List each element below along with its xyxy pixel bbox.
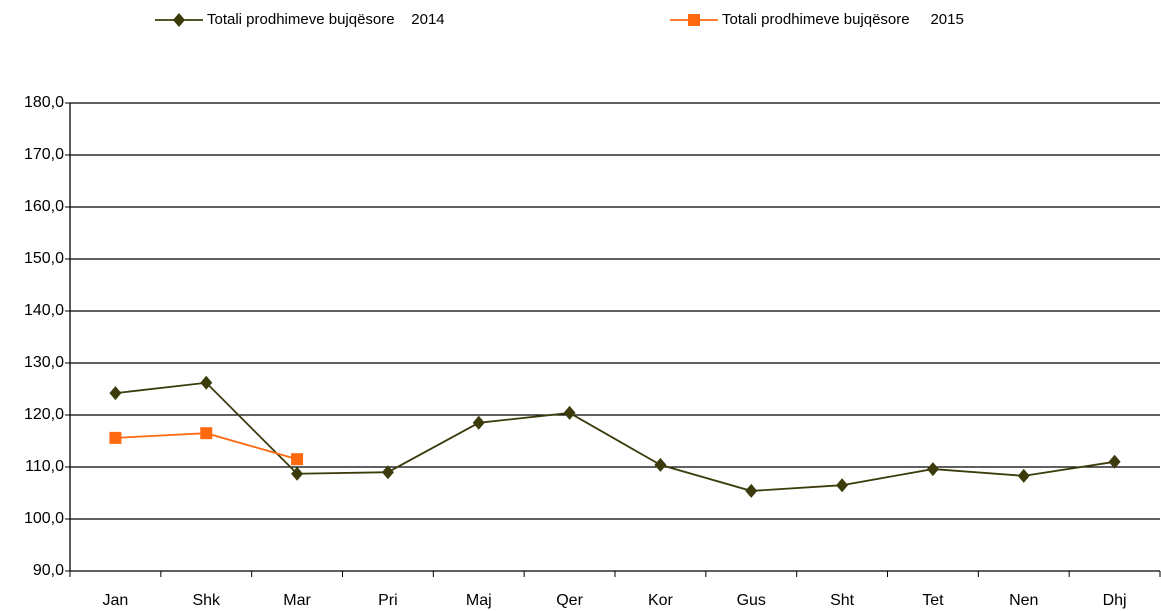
x-tick-label: Dhj (1103, 592, 1127, 609)
data-point (745, 483, 758, 498)
y-tick-label: 110,0 (25, 458, 64, 475)
y-tick-label: 170,0 (24, 146, 64, 163)
legend-marker (688, 14, 700, 26)
x-tick-label: Nen (1009, 592, 1038, 609)
data-point (926, 462, 939, 477)
y-tick-label: 120,0 (24, 406, 64, 423)
y-tick-label: 150,0 (24, 250, 64, 267)
series-line (115, 381, 1115, 492)
data-point (654, 457, 667, 472)
y-tick-label: 140,0 (24, 302, 64, 319)
y-tick-label: 160,0 (24, 198, 64, 215)
x-tick-label: Sht (830, 592, 855, 609)
x-tick-label: Gus (737, 592, 766, 609)
y-tick-label: 180,0 (24, 94, 64, 111)
x-tick-label: Jan (103, 592, 129, 609)
data-point (472, 415, 485, 430)
data-point (200, 427, 213, 440)
data-point (563, 405, 576, 420)
data-point (1108, 454, 1121, 469)
data-point (109, 386, 122, 401)
x-tick-label: Maj (466, 592, 492, 609)
data-point (291, 466, 304, 481)
x-tick-label: Tet (922, 592, 944, 609)
y-tick-label: 100,0 (24, 510, 64, 527)
data-point (109, 431, 122, 444)
x-tick-label: Qer (556, 592, 583, 609)
x-tick-label: Kor (648, 592, 674, 609)
legend-label: Totali prodhimeve bujqësore 2014 (207, 11, 445, 28)
x-tick-label: Pri (378, 592, 398, 609)
data-point (381, 465, 394, 480)
data-point (200, 375, 213, 390)
y-tick-label: 90,0 (33, 562, 64, 579)
data-point (1017, 468, 1030, 483)
x-tick-label: Mar (283, 592, 311, 609)
legend-marker (173, 13, 185, 27)
data-point (836, 478, 849, 493)
data-point (291, 453, 304, 466)
legend-label: Totali prodhimeve bujqësore 2015 (722, 11, 964, 28)
x-tick-label: Shk (192, 592, 221, 609)
y-tick-label: 130,0 (24, 354, 64, 371)
